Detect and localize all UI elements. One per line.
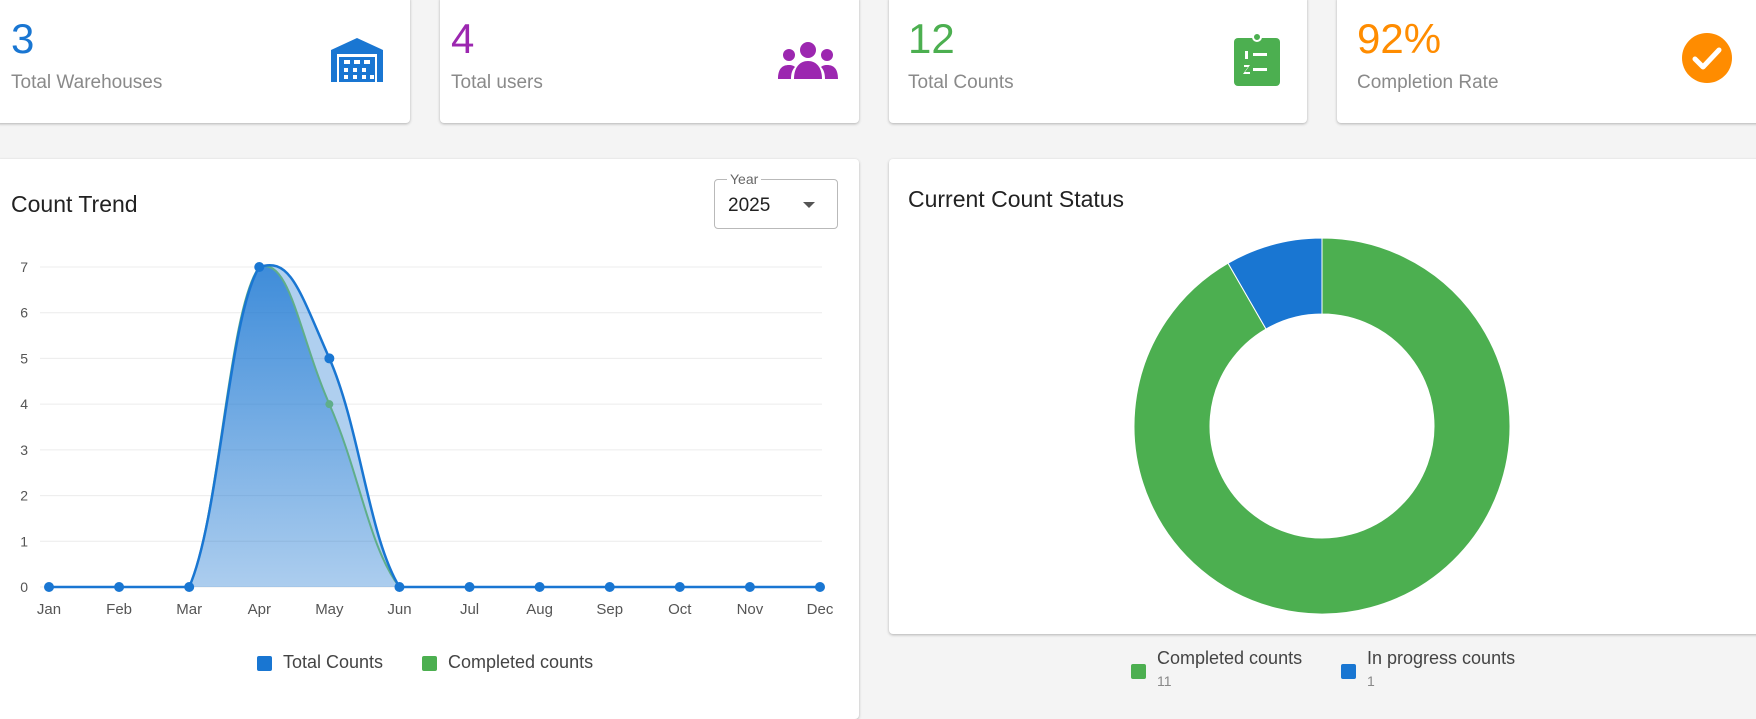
total-counts-point (534, 582, 545, 592)
total-counts-point (744, 582, 755, 592)
legend-swatch-completed-counts (422, 656, 437, 671)
total-counts-point (184, 582, 195, 592)
total-counts-point (254, 262, 265, 272)
legend-status-completed-label: Completed counts (1157, 648, 1303, 668)
x-tick-label: Nov (737, 601, 764, 618)
legend-completed-counts[interactable]: Completed counts (422, 652, 593, 673)
warehouse-icon (331, 38, 383, 82)
legend-completed-counts-label: Completed counts (448, 652, 594, 672)
total-counts-point (44, 582, 54, 592)
check-circle-icon (1682, 33, 1732, 83)
total-counts-point (394, 582, 405, 592)
legend-total-counts-label: Total Counts (283, 652, 384, 672)
x-tick-label: May (315, 601, 344, 618)
y-tick-label: 2 (20, 488, 28, 504)
clipboard-list-icon (1234, 32, 1280, 86)
legend-total-counts[interactable]: Total Counts (257, 652, 383, 673)
x-tick-label: Feb (106, 601, 132, 618)
count-status-title: Current Count Status (908, 186, 1125, 212)
total-counts-line (48, 264, 820, 589)
legend-status-completed[interactable]: Completed counts 11 (1131, 648, 1302, 689)
x-tick-label: Jun (387, 601, 411, 618)
total-counts-value: 12 (908, 15, 955, 62)
total-counts-point (815, 582, 825, 592)
completion-rate-label: Completion Rate (1357, 72, 1499, 93)
stat-card-warehouses: 3 Total Warehouses (0, 0, 410, 123)
y-tick-label: 1 (20, 533, 28, 549)
total-users-value: 4 (451, 15, 475, 62)
total-warehouses-value: 3 (11, 15, 35, 62)
x-tick-label: Dec (807, 601, 834, 618)
total-counts-point (674, 582, 685, 592)
total-counts-point (464, 582, 475, 592)
donut-slice-in-progress-counts (1227, 237, 1323, 330)
x-tick-label: Sep (596, 601, 623, 618)
year-select-value: 2025 (728, 195, 771, 216)
legend-status-in-progress[interactable]: In progress counts 1 (1341, 648, 1515, 689)
legend-swatch-status-completed (1131, 664, 1146, 679)
y-tick-label: 0 (20, 579, 28, 595)
chevron-down-icon (803, 202, 815, 208)
count-trend-title: Count Trend (11, 191, 138, 217)
donut-slice-completed-counts (1133, 237, 1511, 615)
y-tick-label: 5 (20, 350, 28, 366)
total-counts-point (324, 353, 335, 364)
x-tick-label: Aug (526, 601, 553, 618)
completion-rate-value: 92% (1357, 15, 1442, 62)
stat-card-counts: 12 Total Counts (889, 0, 1307, 123)
legend-status-completed-value: 11 (1157, 673, 1172, 689)
total-counts-label: Total Counts (908, 72, 1014, 93)
y-tick-label: 7 (20, 259, 28, 275)
x-tick-label: Mar (176, 601, 202, 618)
legend-status-in-progress-label: In progress counts (1367, 648, 1516, 668)
total-counts-point (114, 582, 125, 592)
legend-swatch-total-counts (257, 656, 272, 671)
completed-counts-line (48, 265, 820, 588)
count-status-donut (1133, 237, 1511, 615)
y-tick-label: 3 (20, 442, 28, 458)
x-tick-label: Apr (248, 601, 271, 618)
legend-swatch-status-in-progress (1341, 664, 1356, 679)
y-tick-label: 4 (20, 396, 28, 412)
stat-card-completion: 92% Completion Rate (1337, 0, 1756, 123)
x-tick-label: Oct (668, 601, 692, 618)
users-icon (778, 42, 838, 79)
total-warehouses-label: Total Warehouses (11, 72, 163, 93)
count-trend-chart: 0 1 2 3 4 5 6 7 Jan Feb Mar Apr May Jun Jul Aug Sep Oct No… (20, 259, 834, 618)
total-counts-area (49, 265, 820, 587)
year-select-label: Year (727, 171, 762, 187)
count-trend-panel (0, 159, 859, 719)
year-select[interactable]: Year 2025 (714, 171, 838, 229)
stat-card-users: 4 Total users (440, 0, 859, 123)
y-tick-label: 6 (20, 305, 28, 321)
legend-status-in-progress-value: 1 (1367, 673, 1375, 689)
x-tick-label: Jan (37, 601, 61, 618)
completed-counts-point (325, 400, 334, 409)
total-users-label: Total users (451, 72, 543, 93)
total-counts-point (604, 582, 615, 592)
completed-counts-area (49, 266, 820, 587)
x-tick-label: Jul (460, 601, 479, 618)
